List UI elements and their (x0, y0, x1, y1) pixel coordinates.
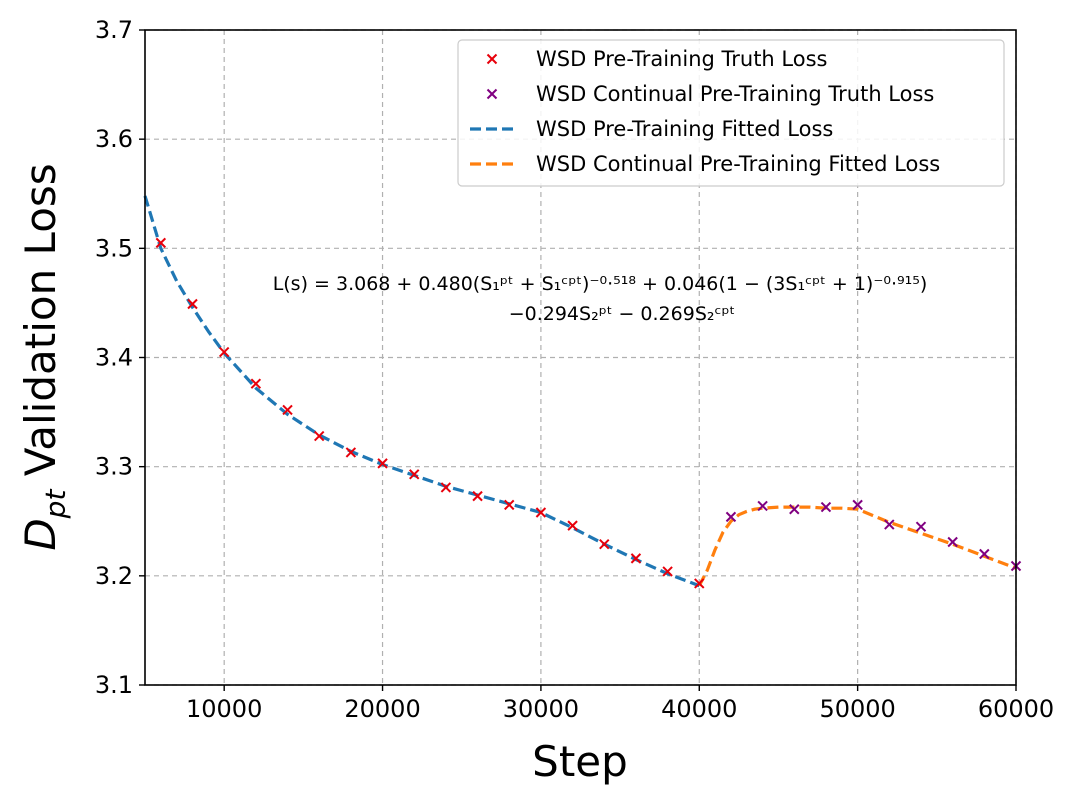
data-point (313, 430, 325, 442)
marker-stroke (630, 553, 642, 564)
marker-stroke (820, 501, 832, 513)
marker-stroke (789, 504, 800, 515)
y-tick-label: 3.3 (95, 453, 133, 481)
data-point (662, 566, 673, 577)
marker-stroke (345, 447, 357, 458)
axis-ticks: 10000 20000 30000 40000 50000 60000 3.1 3.2 3.3 3… (95, 16, 1054, 723)
marker-stroke (218, 346, 230, 358)
marker-stroke (409, 469, 420, 480)
marker-stroke (567, 520, 578, 531)
data-point (440, 482, 452, 493)
data-point (282, 404, 293, 416)
y-tick-label: 3.4 (95, 344, 133, 372)
data-point (250, 378, 262, 389)
legend-entry: WSD Continual Pre-Training Truth Loss (486, 82, 934, 106)
y-tick-label: 3.7 (95, 16, 133, 44)
marker-stroke (282, 404, 293, 416)
data-point (915, 521, 927, 532)
data-point (630, 553, 642, 564)
data-point (567, 520, 578, 531)
series-layer (143, 195, 1022, 589)
marker-stroke (947, 536, 958, 548)
x-tick-label: 10000 (186, 695, 262, 723)
x-tick-label: 50000 (819, 695, 895, 723)
data-point (345, 447, 357, 458)
data-point (979, 548, 990, 560)
series-line (697, 505, 1017, 587)
marker-stroke (852, 499, 863, 511)
data-point (820, 501, 832, 513)
marker-stroke (504, 499, 515, 511)
data-point (504, 499, 515, 511)
data-point (789, 504, 800, 515)
marker-stroke (535, 507, 547, 518)
legend-entry: WSD Pre-Training Fitted Loss (470, 117, 833, 141)
data-point (599, 538, 610, 550)
marker-stroke (486, 53, 498, 65)
marker-stroke (440, 482, 452, 493)
legend-box (457, 39, 1005, 187)
x-tick-label: 20000 (344, 695, 420, 723)
y-tick-label: 3.1 (95, 671, 133, 699)
marker-stroke (884, 519, 895, 530)
data-point (725, 511, 737, 523)
data-point (472, 490, 483, 502)
data-point (947, 536, 958, 548)
legend-marker (486, 53, 498, 65)
formula-line-1: L(s) = 3.068 + 0.480(S₁ᵖᵗ + S₁ᶜᵖᵗ)⁻⁰·⁵¹⁸… (273, 273, 928, 295)
marker-stroke (694, 578, 705, 589)
formula-annotation: L(s) = 3.068 + 0.480(S₁ᵖᵗ + S₁ᶜᵖᵗ)⁻⁰·⁵¹⁸… (273, 273, 928, 325)
marker-stroke (599, 538, 610, 550)
marker-stroke (757, 500, 768, 512)
legend-label: WSD Continual Pre-Training Truth Loss (536, 82, 934, 106)
formula-line-2: −0.294S₂ᵖᵗ − 0.269S₂ᶜᵖᵗ (509, 303, 736, 325)
marker-stroke (187, 298, 198, 310)
marker-stroke (915, 521, 927, 532)
data-point (218, 346, 230, 358)
y-axis-title-subscript: pt (39, 489, 72, 520)
data-point (409, 469, 420, 480)
x-tick-label: 60000 (978, 695, 1054, 723)
marker-stroke (313, 430, 325, 442)
data-point (757, 500, 768, 512)
x-axis-title: Step (532, 737, 628, 786)
marker-stroke (725, 511, 737, 523)
y-tick-label: 3.2 (95, 562, 133, 590)
y-tick-label: 3.6 (95, 125, 133, 153)
legend-entry: WSD Pre-Training Truth Loss (486, 47, 827, 71)
data-point (155, 237, 167, 249)
y-tick-label: 3.5 (95, 234, 133, 262)
marker-stroke (486, 88, 498, 100)
data-point (377, 458, 388, 469)
marker-stroke (155, 237, 167, 249)
x-tick-label: 30000 (503, 695, 579, 723)
data-point (852, 499, 863, 511)
legend: WSD Pre-Training Truth Loss WSD Continual… (457, 39, 1005, 187)
legend-label: WSD Continual Pre-Training Fitted Loss (536, 152, 940, 176)
legend-entry: WSD Continual Pre-Training Fitted Loss (470, 152, 940, 176)
marker-stroke (250, 378, 262, 389)
data-point (187, 298, 198, 310)
marker-stroke (377, 458, 388, 469)
y-axis-title-symbol: D (16, 518, 65, 550)
legend-marker (486, 88, 498, 100)
legend-label: WSD Pre-Training Fitted Loss (536, 117, 833, 141)
marker-stroke (662, 566, 673, 577)
marker-stroke (472, 490, 483, 502)
data-point (694, 578, 705, 589)
y-axis-title-text: Validation Loss (16, 163, 65, 489)
legend-label: WSD Pre-Training Truth Loss (536, 47, 827, 71)
x-tick-label: 40000 (661, 695, 737, 723)
marker-stroke (979, 548, 990, 560)
y-axis-title: Dpt Validation Loss (16, 163, 72, 550)
data-point (884, 519, 895, 530)
data-point (535, 507, 547, 518)
